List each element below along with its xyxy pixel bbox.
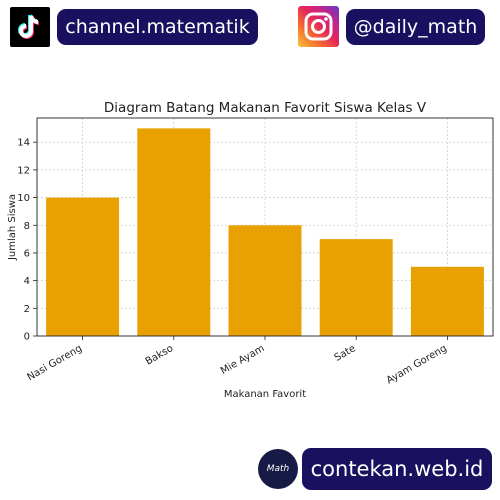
bar	[319, 239, 393, 336]
y-tick-label: 2	[24, 304, 30, 315]
website-badge[interactable]: contekan.web.id	[302, 448, 492, 490]
tiktok-icon	[10, 7, 50, 47]
website-text: contekan.web.id	[310, 457, 484, 481]
x-tick-label: Ayam Goreng	[385, 343, 449, 386]
bar	[410, 266, 484, 336]
tiktok-handle-badge[interactable]: channel.matematik	[57, 9, 258, 45]
bar-layer	[46, 128, 484, 336]
x-tick-label: Nasi Goreng	[25, 343, 84, 383]
bar	[46, 197, 120, 336]
chart-title: Diagram Batang Makanan Favorit Siswa Kel…	[104, 100, 427, 116]
y-tick-label: 14	[17, 138, 30, 149]
y-tick-label: 8	[24, 221, 30, 232]
math-logo-text: Math	[266, 464, 290, 474]
y-tick-label: 4	[24, 276, 30, 287]
y-tick-label: 12	[17, 165, 30, 176]
bar	[137, 128, 211, 336]
instagram-icon	[298, 6, 339, 47]
math-logo: Math	[258, 449, 298, 489]
plot-frame	[36, 117, 494, 337]
bar	[228, 225, 302, 336]
tiktok-handle-text: channel.matematik	[65, 16, 250, 38]
y-tick-label: 6	[24, 248, 30, 259]
instagram-handle-text: @daily_math	[353, 16, 478, 38]
x-tick-label: Bakso	[144, 343, 176, 368]
x-tick-label: Mie Ayam	[219, 343, 267, 377]
x-axis-label: Makanan Favorit	[224, 389, 306, 400]
x-tick-label: Sate	[333, 343, 358, 364]
y-tick-label: 0	[24, 332, 30, 343]
instagram-handle-badge[interactable]: @daily_math	[346, 9, 485, 45]
y-tick-label: 10	[17, 193, 30, 204]
y-axis-label: Jumlah Siswa	[7, 194, 18, 261]
